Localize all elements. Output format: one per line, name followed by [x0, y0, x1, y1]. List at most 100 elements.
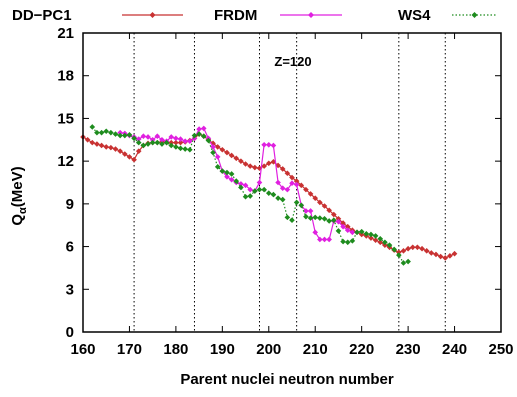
data-point	[219, 168, 226, 174]
data-point	[382, 239, 388, 246]
data-point	[279, 185, 286, 191]
data-point	[108, 144, 114, 151]
y-axis-label: Qα(MeV)	[9, 166, 29, 225]
data-point	[228, 171, 235, 177]
legend-label: FRDM	[214, 7, 257, 24]
data-point	[89, 124, 96, 130]
legend-item-1: FRDM	[214, 7, 342, 24]
x-tick-label: 160	[70, 341, 95, 358]
y-axis-label-subscript: α	[17, 207, 29, 214]
y-tick-label: 12	[57, 153, 74, 170]
data-point	[214, 154, 221, 160]
data-point	[233, 155, 240, 162]
data-point	[228, 176, 235, 183]
data-point	[326, 236, 332, 243]
legend-item-0: DD−PC1	[12, 7, 183, 24]
data-point	[331, 211, 337, 218]
data-point	[252, 188, 258, 194]
data-point	[191, 132, 198, 139]
data-point	[307, 215, 314, 221]
data-point	[112, 146, 119, 152]
data-point	[270, 142, 277, 149]
data-point	[391, 246, 397, 253]
data-point	[98, 142, 105, 149]
data-point	[135, 139, 142, 146]
data-point	[173, 135, 179, 142]
data-point	[433, 251, 439, 258]
data-point	[117, 132, 123, 139]
data-point	[326, 207, 332, 214]
data-point	[149, 136, 156, 143]
data-point	[321, 236, 328, 243]
data-point	[312, 214, 319, 221]
data-point	[112, 131, 119, 137]
data-point	[321, 203, 328, 209]
data-point	[200, 133, 207, 140]
data-point	[196, 126, 202, 132]
data-point	[238, 181, 244, 187]
data-point	[344, 227, 351, 233]
data-point	[386, 242, 393, 248]
data-point	[261, 163, 267, 169]
data-point	[108, 129, 114, 136]
data-point	[84, 136, 91, 143]
data-point	[242, 182, 249, 189]
data-point	[238, 158, 244, 164]
data-point	[303, 208, 309, 214]
legend-marker	[149, 12, 156, 18]
data-point	[177, 139, 184, 146]
data-point	[210, 144, 216, 150]
data-point	[400, 260, 407, 266]
x-tick-label: 250	[488, 341, 513, 358]
x-tick-label: 230	[396, 341, 421, 358]
data-point	[358, 231, 365, 238]
data-point	[168, 142, 175, 149]
x-tick-label: 170	[117, 341, 142, 358]
data-point	[126, 132, 133, 138]
data-point	[447, 253, 453, 259]
y-axis-label-unit: (MeV)	[9, 166, 26, 207]
data-point	[89, 139, 96, 146]
data-point	[442, 255, 449, 261]
data-point	[117, 129, 123, 136]
data-point	[279, 166, 286, 172]
series-2	[89, 124, 411, 266]
data-point	[256, 186, 263, 193]
data-point	[98, 129, 105, 136]
y-tick-label: 18	[57, 68, 74, 85]
data-point	[293, 178, 300, 184]
y-tick-label: 3	[66, 281, 74, 298]
data-point	[405, 258, 411, 265]
data-point	[187, 146, 193, 153]
data-point	[200, 125, 207, 132]
z-annotation: Z=120	[274, 54, 311, 69]
data-point	[284, 170, 291, 177]
data-point	[358, 228, 365, 235]
data-point	[340, 220, 346, 226]
legend-item-2: WS4	[398, 7, 497, 24]
data-point	[284, 186, 291, 193]
legend-label: DD−PC1	[12, 7, 72, 24]
data-point	[154, 133, 161, 140]
y-tick-label: 15	[57, 110, 74, 127]
data-point	[340, 223, 346, 230]
data-point	[196, 131, 202, 137]
data-point	[228, 152, 235, 159]
data-point	[224, 149, 230, 156]
data-point	[145, 141, 151, 147]
data-point	[382, 242, 388, 248]
data-point	[214, 164, 221, 170]
data-point	[94, 129, 100, 136]
data-point	[451, 250, 458, 257]
data-point	[335, 228, 342, 234]
data-point	[363, 230, 370, 237]
data-point	[428, 250, 435, 256]
data-point	[377, 235, 384, 242]
data-point	[117, 148, 123, 154]
y-tick-label: 6	[66, 239, 74, 256]
data-point	[163, 139, 170, 146]
x-tick-label: 180	[163, 341, 188, 358]
data-point	[303, 186, 309, 193]
data-point	[265, 160, 272, 167]
